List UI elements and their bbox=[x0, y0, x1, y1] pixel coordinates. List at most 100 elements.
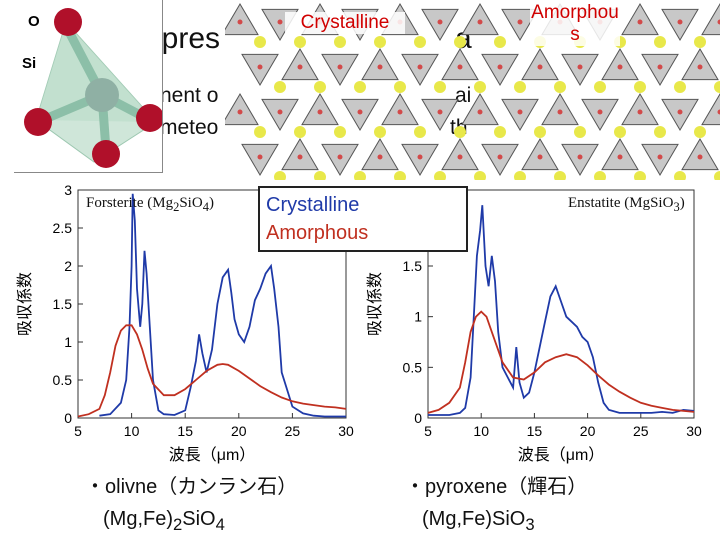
lattice-cation-27 bbox=[294, 126, 306, 138]
right-ylabel: 吸収係数 bbox=[366, 272, 384, 336]
left-ytick-1: 0.5 bbox=[53, 372, 73, 388]
right-ytick-0: 0 bbox=[414, 410, 422, 426]
lattice-o-7 bbox=[517, 19, 523, 25]
lattice-tetra-5 bbox=[421, 8, 459, 41]
left-xtick-1: 10 bbox=[124, 423, 140, 439]
lattice-cation-14 bbox=[314, 81, 326, 93]
lattice-cation-32 bbox=[494, 126, 506, 138]
lattice-o-13 bbox=[257, 64, 263, 70]
lattice-tetra-26 bbox=[225, 93, 259, 126]
lattice-o-42 bbox=[377, 154, 383, 160]
lattice-o-18 bbox=[457, 64, 463, 70]
right-xtick-3: 20 bbox=[580, 423, 596, 439]
left-xtick-5: 30 bbox=[338, 423, 354, 439]
body-fragment-3: meteo bbox=[160, 116, 219, 139]
right-xtick-1: 10 bbox=[473, 423, 489, 439]
lattice-o-37 bbox=[677, 109, 683, 115]
left-ytick-2: 1 bbox=[64, 334, 72, 350]
lattice-o-35 bbox=[597, 109, 603, 115]
lattice-cation-20 bbox=[554, 81, 566, 93]
lattice-o-16 bbox=[377, 64, 383, 70]
silicon-atom bbox=[85, 78, 119, 112]
lattice-cation-35 bbox=[614, 126, 626, 138]
lattice-tetra-47 bbox=[561, 143, 599, 176]
left-series-amorphous bbox=[77, 324, 347, 418]
lattice-cation-10 bbox=[654, 36, 666, 48]
lattice-o-33 bbox=[517, 109, 523, 115]
lattice-tetra-7 bbox=[501, 8, 539, 41]
body-fragment-2: ai bbox=[455, 84, 472, 107]
lattice-cation-45 bbox=[514, 171, 526, 180]
lattice-tetra-18 bbox=[441, 48, 479, 81]
amorphous-label: Amorphou s bbox=[530, 2, 620, 46]
lattice-cation-0 bbox=[254, 36, 266, 48]
lattice-tetra-33 bbox=[501, 98, 539, 131]
lattice-o-36 bbox=[637, 109, 643, 115]
lattice-o-38 bbox=[717, 109, 720, 115]
lattice-cation-42 bbox=[394, 171, 406, 180]
tetra-face-back bbox=[36, 22, 156, 122]
lattice-tetra-48 bbox=[601, 138, 639, 171]
lattice-o-28 bbox=[317, 109, 323, 115]
forsterite-title-end: ) bbox=[208, 195, 214, 211]
lattice-tetra-28 bbox=[301, 93, 339, 126]
forsterite-title-o: O bbox=[191, 195, 203, 211]
enstatite-title-end: ) bbox=[679, 195, 685, 211]
lattice-cation-26 bbox=[254, 126, 266, 138]
lattice-cation-13 bbox=[274, 81, 286, 93]
lattice-cation-21 bbox=[594, 81, 606, 93]
forsterite-title-sub1: 2 bbox=[173, 200, 180, 214]
lattice-cation-17 bbox=[434, 81, 446, 93]
lattice-cation-49 bbox=[674, 171, 686, 180]
legend: Crystalline Amorphous bbox=[258, 186, 468, 252]
right-xtick-5: 30 bbox=[686, 423, 702, 439]
lattice-tetra-35 bbox=[581, 98, 619, 131]
lattice-o-45 bbox=[497, 154, 503, 160]
lattice-tetra-38 bbox=[701, 93, 720, 126]
right-xtick-4: 25 bbox=[633, 423, 649, 439]
lattice-o-6 bbox=[477, 19, 483, 25]
lattice-cation-43 bbox=[434, 171, 446, 180]
lattice-tetra-13 bbox=[241, 53, 279, 86]
lattice-tetra-12 bbox=[701, 3, 720, 36]
left-series-crystalline bbox=[99, 193, 346, 418]
right-ytick-1: 0.5 bbox=[403, 359, 423, 375]
sio4-tetrahedron: O Si bbox=[14, 0, 164, 173]
lattice-tetra-24 bbox=[681, 48, 719, 81]
enstatite-chart: 5 10 15 20 25 30 0 0.5 1 1.5 波長（μm） 吸収係数 bbox=[366, 189, 702, 464]
lattice-cation-28 bbox=[334, 126, 346, 138]
pyroxene-formula: (Mg,Fe)SiO3 bbox=[422, 508, 535, 535]
lattice-tetra-0 bbox=[225, 3, 259, 36]
lattice-tetra-44 bbox=[441, 138, 479, 171]
lattice-cation-19 bbox=[514, 81, 526, 93]
lattice-tetra-49 bbox=[641, 143, 679, 176]
lattice-cation-18 bbox=[474, 81, 486, 93]
oxygen-atom-3 bbox=[136, 104, 164, 132]
left-ytick-5: 2.5 bbox=[53, 220, 73, 236]
si-label: Si bbox=[22, 55, 36, 72]
lattice-o-15 bbox=[337, 64, 343, 70]
lattice-tetra-45 bbox=[481, 143, 519, 176]
lattice-o-5 bbox=[437, 19, 443, 25]
lattice-o-30 bbox=[397, 109, 403, 115]
lattice-tetra-41 bbox=[321, 143, 359, 176]
lattice-tetra-29 bbox=[341, 98, 379, 131]
lattice-o-24 bbox=[697, 64, 703, 70]
lattice-o-31 bbox=[437, 109, 443, 115]
enstatite-title-o: O bbox=[662, 195, 674, 211]
olivine-caption: ・olivne（カンラン石） bbox=[85, 476, 298, 498]
lattice-cation-2 bbox=[334, 36, 346, 48]
left-ytick-3: 1.5 bbox=[53, 296, 73, 312]
lattice-cation-11 bbox=[694, 36, 706, 48]
enstatite-title-sub2: 3 bbox=[673, 200, 680, 214]
olivine-formula-post: SiO bbox=[182, 508, 216, 530]
lattice-tetra-43 bbox=[401, 143, 439, 176]
lattice-cation-3 bbox=[374, 36, 386, 48]
lattice-tetra-19 bbox=[481, 53, 519, 86]
lattice-o-19 bbox=[497, 64, 503, 70]
lattice-o-44 bbox=[457, 154, 463, 160]
lattice-tetra-22 bbox=[601, 48, 639, 81]
lattice-tetra-15 bbox=[321, 53, 359, 86]
lattice-o-10 bbox=[637, 19, 643, 25]
lattice-tetra-32 bbox=[461, 93, 499, 126]
